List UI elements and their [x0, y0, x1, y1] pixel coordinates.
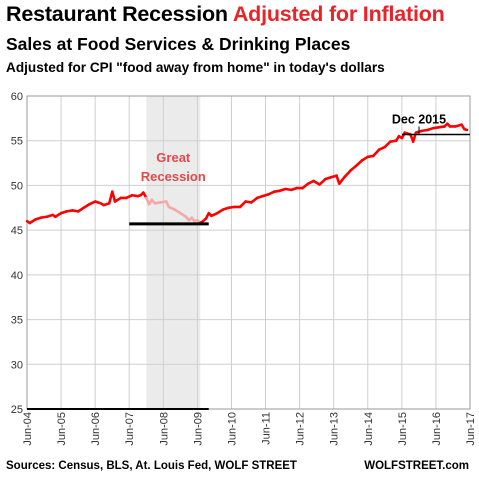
annotation-label: Dec 2015 — [392, 112, 446, 126]
y-tick-label: 40 — [11, 270, 23, 282]
chart-subtitle: Sales at Food Services & Drinking Places — [6, 34, 351, 54]
x-tick-label: Jun-16 — [431, 412, 443, 446]
series-line-segment — [372, 148, 381, 158]
plot-frame — [26, 95, 471, 410]
recession-shade — [146, 96, 201, 409]
x-tick-label: Jun-08 — [158, 412, 170, 446]
x-tick-label: Jun-14 — [363, 412, 375, 446]
x-tick-label: Jun-07 — [124, 412, 136, 446]
recession-label-line1: Great — [156, 150, 191, 165]
x-tick-label: Jun-06 — [90, 412, 102, 446]
x-tick-label: Jun-05 — [56, 412, 68, 446]
y-tick-label: 45 — [11, 225, 23, 237]
series-line-segment — [343, 168, 353, 178]
recession-label-line2: Recession — [141, 169, 206, 184]
plot-area — [27, 96, 470, 409]
series-line-segment — [463, 127, 469, 132]
y-tick-label: 35 — [11, 315, 23, 327]
y-tick-label: 50 — [11, 180, 23, 192]
source-note: Sources: Census, BLS, At. Louis Fed, WOL… — [6, 460, 297, 472]
x-tick-label: Jun-17 — [465, 412, 477, 446]
chart-subtitle-detail: Adjusted for CPI "food away from home" i… — [6, 60, 385, 75]
series-line-segment — [318, 177, 327, 186]
chart-title-part1: Restaurant Recession — [6, 2, 233, 26]
brand-label: WOLFSTREET.com — [364, 460, 469, 472]
x-tick-label: Jun-10 — [226, 412, 238, 446]
x-tick-label: Jun-12 — [295, 412, 307, 446]
chart-title: Restaurant Recession Adjusted for Inflat… — [6, 2, 445, 27]
chart-title-accent: Adjusted for Inflation — [232, 2, 445, 26]
series-line-segment — [354, 159, 364, 168]
series-line-segment — [337, 175, 347, 185]
x-tick-label: Jun-13 — [329, 412, 341, 446]
y-tick-label: 30 — [11, 359, 23, 371]
y-tick-label: 25 — [11, 404, 23, 416]
x-tick-label: Jun-09 — [192, 412, 204, 446]
y-tick-label: 60 — [11, 91, 23, 103]
x-tick-label: Jun-04 — [22, 412, 34, 446]
y-tick-label: 55 — [11, 136, 23, 148]
series-line-segment — [110, 190, 117, 203]
x-tick-label: Jun-11 — [261, 412, 273, 445]
x-tick-label: Jun-15 — [397, 412, 409, 446]
